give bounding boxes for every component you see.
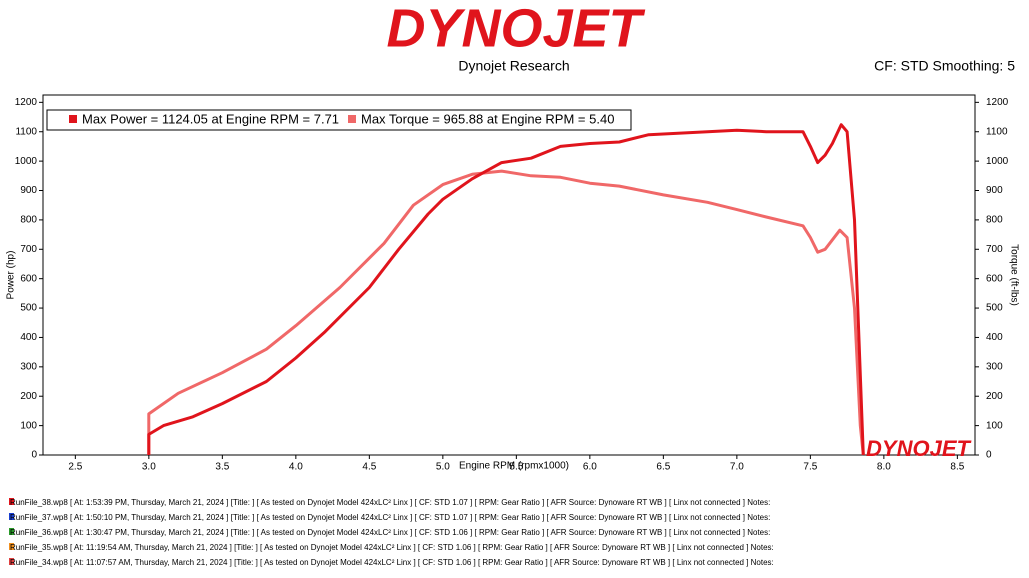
- y2-tick-label: 300: [986, 361, 1003, 372]
- run-marker: [9, 513, 14, 520]
- y-tick-label: 1200: [15, 97, 38, 108]
- run-info: RunFile_35.wp8 [ At: 11:19:54 AM, Thursd…: [10, 543, 774, 552]
- x-tick-label: 8.0: [877, 462, 891, 473]
- y-tick-label: 200: [20, 391, 37, 402]
- x-tick-label: 2.5: [68, 462, 82, 473]
- run-info: RunFile_38.wp8 [ At: 1:53:39 PM, Thursda…: [10, 498, 770, 507]
- run-marker: [9, 498, 14, 505]
- y2-tick-label: 400: [986, 332, 1003, 343]
- x-tick-label: 4.5: [362, 462, 376, 473]
- y-tick-label: 800: [20, 215, 37, 226]
- y2-tick-label: 500: [986, 303, 1003, 314]
- x-tick-label: 6.5: [656, 462, 670, 473]
- y2-tick-label: 0: [986, 450, 992, 461]
- chart-title: Dynojet Research: [458, 58, 569, 74]
- y-tick-label: 300: [20, 361, 37, 372]
- y2-tick-label: 900: [986, 185, 1003, 196]
- run-info: RunFile_37.wp8 [ At: 1:50:10 PM, Thursda…: [10, 513, 770, 522]
- y2-tick-label: 700: [986, 244, 1003, 255]
- y-tick-label: 100: [20, 420, 37, 431]
- x-tick-label: 3.0: [142, 462, 156, 473]
- x-axis-label: Engine RPM (rpmx1000): [459, 461, 569, 472]
- watermark-logo: DYNOJET: [866, 436, 971, 461]
- run-marker: [9, 558, 14, 565]
- y-tick-label: 500: [20, 303, 37, 314]
- y-tick-label: 700: [20, 244, 37, 255]
- y2-tick-label: 600: [986, 273, 1003, 284]
- x-tick-label: 5.0: [436, 462, 450, 473]
- y-tick-label: 0: [31, 450, 37, 461]
- run-info: RunFile_34.wp8 [ At: 11:07:57 AM, Thursd…: [10, 558, 774, 567]
- y2-tick-label: 1000: [986, 156, 1009, 167]
- x-tick-label: 3.5: [215, 462, 229, 473]
- x-tick-label: 4.0: [289, 462, 303, 473]
- plot-frame: [42, 94, 976, 456]
- series-line: [147, 123, 865, 456]
- x-tick-label: 7.5: [803, 462, 817, 473]
- annotation: Max Torque = 965.88 at Engine RPM = 5.40: [361, 111, 614, 126]
- x-tick-label: 6.0: [583, 462, 597, 473]
- legend-swatch: [69, 115, 77, 123]
- logo: DYNOJET: [386, 0, 645, 58]
- series-line: [147, 169, 865, 456]
- y-tick-label: 400: [20, 332, 37, 343]
- y-tick-label: 1000: [15, 156, 38, 167]
- y2-tick-label: 1100: [986, 126, 1008, 137]
- y2-axis-label: Torque (ft-lbs): [1008, 244, 1019, 306]
- y2-tick-label: 800: [986, 215, 1003, 226]
- run-info: RunFile_36.wp8 [ At: 1:30:47 PM, Thursda…: [10, 528, 770, 537]
- x-tick-label: 5.5: [509, 462, 523, 473]
- x-tick-label: 7.0: [730, 462, 744, 473]
- subtitle: CF: STD Smoothing: 5: [874, 58, 1015, 74]
- run-marker: [9, 528, 14, 535]
- x-tick-label: 8.5: [950, 462, 964, 473]
- y-axis-label: Power (hp): [6, 251, 17, 300]
- annotation: Max Power = 1124.05 at Engine RPM = 7.71: [82, 111, 339, 126]
- y2-tick-label: 200: [986, 391, 1003, 402]
- y-tick-label: 900: [20, 185, 37, 196]
- y-tick-label: 1100: [15, 126, 37, 137]
- legend-box: [46, 109, 632, 131]
- y2-tick-label: 1200: [986, 97, 1009, 108]
- y-tick-label: 600: [20, 273, 37, 284]
- run-marker: [9, 543, 14, 550]
- legend-swatch: [348, 115, 356, 123]
- y2-tick-label: 100: [986, 420, 1003, 431]
